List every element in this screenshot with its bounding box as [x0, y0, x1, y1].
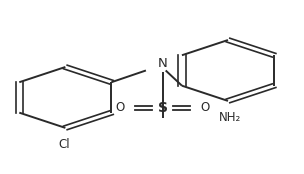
Text: NH₂: NH₂ — [218, 111, 241, 124]
Text: O: O — [201, 101, 210, 114]
Text: N: N — [158, 57, 168, 70]
Text: S: S — [158, 101, 168, 115]
Text: O: O — [116, 101, 125, 114]
Text: Cl: Cl — [58, 138, 70, 151]
